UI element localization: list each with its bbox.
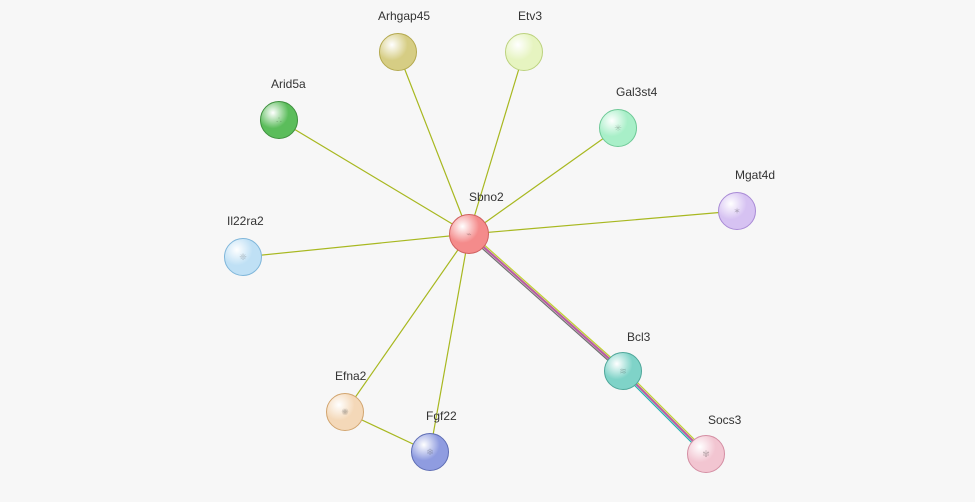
- edge-sbno2-arhgap45: [398, 52, 469, 234]
- network-canvas: ⌁Sbno2 ∴Arid5a Arhgap45 Etv3 ✳Gal3st4 ✶Mgat4d…: [0, 0, 975, 502]
- node-bubble[interactable]: ❄: [411, 433, 449, 471]
- node-bubble[interactable]: ✳: [599, 109, 637, 147]
- node-bcl3[interactable]: ≋Bcl3: [604, 352, 642, 390]
- node-arhgap45[interactable]: Arhgap45: [379, 33, 417, 71]
- node-bubble[interactable]: ⌁: [449, 214, 489, 254]
- edge-sbno2-il22ra2: [243, 234, 469, 257]
- node-bubble[interactable]: ✾: [687, 435, 725, 473]
- structure-glyph-icon: ∴: [276, 116, 282, 125]
- node-bubble[interactable]: ∴: [260, 101, 298, 139]
- edge-sbno2-mgat4d: [469, 211, 737, 234]
- node-sbno2[interactable]: ⌁Sbno2: [449, 214, 489, 254]
- node-bubble[interactable]: [379, 33, 417, 71]
- structure-glyph-icon: ≋: [619, 367, 627, 376]
- node-bubble[interactable]: [505, 33, 543, 71]
- node-bubble[interactable]: ≋: [604, 352, 642, 390]
- node-il22ra2[interactable]: ❈Il22ra2: [224, 238, 262, 276]
- edge-sbno2-gal3st4: [469, 128, 618, 234]
- structure-glyph-icon: ❄: [426, 448, 434, 457]
- node-gal3st4[interactable]: ✳Gal3st4: [599, 109, 637, 147]
- node-etv3[interactable]: Etv3: [505, 33, 543, 71]
- node-socs3[interactable]: ✾Socs3: [687, 435, 725, 473]
- node-arid5a[interactable]: ∴Arid5a: [260, 101, 298, 139]
- node-fgf22[interactable]: ❄Fgf22: [411, 433, 449, 471]
- edge-sbno2-bcl3: [468, 235, 622, 372]
- edge-sbno2-arid5a: [279, 120, 469, 234]
- edge-sbno2-bcl3: [469, 234, 623, 371]
- edge-sbno2-fgf22: [430, 234, 469, 452]
- edge-sbno2-efna2: [345, 234, 469, 412]
- node-mgat4d[interactable]: ✶Mgat4d: [718, 192, 756, 230]
- structure-glyph-icon: ✳: [614, 124, 622, 133]
- edge-sbno2-bcl3: [470, 233, 624, 370]
- structure-glyph-icon: ⌁: [466, 230, 471, 239]
- node-efna2[interactable]: ✺Efna2: [326, 393, 364, 431]
- structure-glyph-icon: ✺: [341, 408, 349, 417]
- node-bubble[interactable]: ✶: [718, 192, 756, 230]
- node-bubble[interactable]: ❈: [224, 238, 262, 276]
- node-bubble[interactable]: ✺: [326, 393, 364, 431]
- structure-glyph-icon: ❈: [239, 253, 247, 262]
- structure-glyph-icon: ✶: [733, 207, 741, 216]
- structure-glyph-icon: ✾: [702, 450, 710, 459]
- edge-sbno2-etv3: [469, 52, 524, 234]
